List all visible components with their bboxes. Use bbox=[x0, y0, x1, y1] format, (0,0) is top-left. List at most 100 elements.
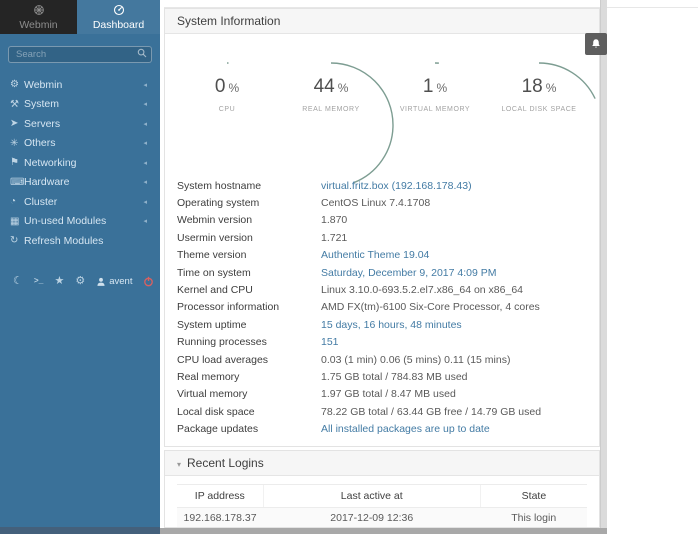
gauge-value: 1% bbox=[422, 76, 448, 97]
submenu-arrow-icon: ◂ bbox=[143, 198, 147, 206]
info-value: 1.870 bbox=[321, 214, 348, 227]
info-label: Operating system bbox=[177, 197, 260, 210]
webmin-logo-icon bbox=[33, 4, 45, 17]
terminal-icon[interactable]: >_ bbox=[33, 276, 44, 286]
search-input[interactable] bbox=[8, 46, 152, 63]
gear-icon: ⚙ bbox=[10, 79, 19, 91]
info-value[interactable]: virtual.fritz.box (192.168.178.43) bbox=[321, 179, 472, 192]
night-mode-icon[interactable]: ☾ bbox=[13, 275, 23, 287]
bottom-edge bbox=[160, 528, 607, 534]
gauge-label: CPU bbox=[218, 106, 236, 113]
notifications-button[interactable] bbox=[585, 33, 607, 55]
table-header-row: IP address Last active at State bbox=[177, 484, 587, 508]
column-ip-address: IP address bbox=[177, 484, 264, 508]
logout-icon[interactable] bbox=[143, 276, 154, 287]
search-icon bbox=[137, 48, 147, 58]
sidebar-search bbox=[8, 44, 152, 63]
table-row: 192.168.178.37 2017-12-09 12:36 This log… bbox=[177, 507, 587, 527]
info-value[interactable]: 151 bbox=[321, 336, 339, 349]
refresh-icon: ↻ bbox=[10, 235, 19, 247]
submenu-arrow-icon: ◂ bbox=[143, 140, 147, 148]
sidebar-item-networking[interactable]: ⚑ Networking ◂ bbox=[10, 156, 147, 169]
login-ip: 192.168.178.37 bbox=[177, 507, 264, 527]
table-row: Real memory 1.75 GB total / 784.83 MB use… bbox=[177, 368, 585, 385]
recent-logins-header[interactable]: ▾ Recent Logins bbox=[165, 451, 599, 476]
info-value[interactable]: 15 days, 16 hours, 48 minutes bbox=[321, 318, 462, 331]
info-label: System hostname bbox=[177, 179, 262, 192]
tab-webmin[interactable]: Webmin bbox=[0, 0, 77, 34]
info-value: 78.22 GB total / 63.44 GB free / 14.79 G… bbox=[321, 405, 542, 418]
sidebar-item-cluster[interactable]: ◔ Cluster ◂ bbox=[10, 195, 147, 208]
submenu-arrow-icon: ◂ bbox=[143, 120, 147, 128]
sidebar-item-others[interactable]: ✳ Others ◂ bbox=[10, 137, 147, 150]
gauge-icon bbox=[113, 4, 125, 17]
table-row: System hostname virtual.fritz.box (192.16… bbox=[177, 177, 585, 194]
sidebar-item-system[interactable]: ⚒ System ◂ bbox=[10, 98, 147, 111]
sidebar-item-hardware[interactable]: ⌨ Hardware ◂ bbox=[10, 176, 147, 189]
info-value: 1.97 GB total / 8.47 MB used bbox=[321, 388, 456, 401]
info-label: Time on system bbox=[177, 266, 251, 279]
settings-icon[interactable]: ⚙ bbox=[75, 275, 86, 287]
table-row: Virtual memory 1.97 GB total / 8.47 MB us… bbox=[177, 386, 585, 403]
info-label: Running processes bbox=[177, 336, 267, 349]
recent-logins-table: IP address Last active at State 192.168.… bbox=[177, 484, 587, 527]
sidebar-item-servers[interactable]: ➤ Servers ◂ bbox=[10, 117, 147, 130]
table-row: Operating system CentOS Linux 7.4.1708 bbox=[177, 194, 585, 211]
login-state-link[interactable]: This login bbox=[480, 507, 587, 527]
table-row: Usermin version 1.721 bbox=[177, 229, 585, 246]
panel-title: Recent Logins bbox=[187, 456, 264, 470]
gauge-label: LOCAL DISK SPACE bbox=[501, 106, 577, 113]
tools-icon: ⚒ bbox=[10, 98, 19, 110]
gauge-value: 18% bbox=[521, 76, 557, 97]
collapse-arrow-icon: ▾ bbox=[177, 460, 182, 469]
table-row: Processor information AMD FX(tm)-6100 Six… bbox=[177, 299, 585, 316]
info-label: Usermin version bbox=[177, 231, 253, 244]
info-value: Linux 3.10.0-693.5.2.el7.x86_64 on x86_6… bbox=[321, 284, 523, 297]
unused-modules-icon: ▦ bbox=[10, 215, 20, 227]
favorites-icon[interactable]: ★ bbox=[54, 275, 65, 287]
sidebar: Webmin Dashboard ⚙ Webmin ◂ ⚒ System ◂ ➤… bbox=[0, 0, 160, 527]
column-last-active: Last active at bbox=[262, 484, 481, 508]
sidebar-menu: ⚙ Webmin ◂ ⚒ System ◂ ➤ Servers ◂ ✳ Othe… bbox=[0, 75, 160, 251]
info-label: Local disk space bbox=[177, 405, 255, 418]
top-divider bbox=[164, 7, 698, 8]
sidebar-item-webmin[interactable]: ⚙ Webmin ◂ bbox=[10, 78, 147, 91]
cluster-icon: ◔ bbox=[10, 196, 17, 208]
system-information-header[interactable]: System Information bbox=[165, 9, 599, 34]
submenu-arrow-icon: ◂ bbox=[143, 218, 147, 226]
sidebar-bottom-edge bbox=[0, 527, 160, 534]
info-value: 0.03 (1 min) 0.06 (5 mins) 0.11 (15 mins… bbox=[321, 353, 511, 366]
sidebar-item-refresh-modules[interactable]: ↻ Refresh Modules bbox=[10, 234, 104, 247]
gauge-label: VIRTUAL MEMORY bbox=[399, 106, 471, 113]
table-row: Running processes 151 bbox=[177, 334, 585, 351]
table-row: Time on system Saturday, December 9, 2017… bbox=[177, 264, 585, 281]
tab-dashboard[interactable]: Dashboard bbox=[77, 0, 160, 34]
tab-dashboard-label: Dashboard bbox=[92, 18, 145, 31]
info-value: CentOS Linux 7.4.1708 bbox=[321, 197, 431, 210]
gauge-value: 0% bbox=[214, 76, 240, 97]
user-menu[interactable]: avent bbox=[96, 276, 132, 287]
info-value[interactable]: All installed packages are up to date bbox=[321, 423, 490, 436]
info-value: 1.721 bbox=[321, 231, 348, 244]
main-content: System Information 0% CPU 44% REAL MEMOR… bbox=[160, 0, 700, 534]
tab-webmin-label: Webmin bbox=[19, 18, 58, 31]
column-state: State bbox=[479, 484, 587, 508]
info-label: Theme version bbox=[177, 249, 247, 262]
submenu-arrow-icon: ◂ bbox=[143, 101, 147, 109]
info-label: Kernel and CPU bbox=[177, 284, 253, 297]
info-label: Webmin version bbox=[177, 214, 253, 227]
submenu-arrow-icon: ◂ bbox=[143, 81, 147, 89]
info-label: Real memory bbox=[177, 370, 240, 383]
recent-logins-panel: ▾ Recent Logins IP address Last active at… bbox=[164, 450, 600, 528]
username: avent bbox=[109, 276, 133, 287]
scrollbar[interactable] bbox=[600, 0, 607, 528]
table-row: Kernel and CPU Linux 3.10.0-693.5.2.el7.x… bbox=[177, 281, 585, 298]
info-label: CPU load averages bbox=[177, 353, 269, 366]
table-row: Local disk space 78.22 GB total / 63.44 G… bbox=[177, 403, 585, 420]
info-value[interactable]: Saturday, December 9, 2017 4:09 PM bbox=[321, 266, 497, 279]
info-value[interactable]: Authentic Theme 19.04 bbox=[321, 249, 430, 262]
info-label: System uptime bbox=[177, 318, 247, 331]
sidebar-item-unused-modules[interactable]: ▦ Un-used Modules ◂ bbox=[10, 215, 147, 228]
sidebar-footer: ☾ >_ ★ ⚙ avent bbox=[0, 273, 160, 291]
hardware-icon: ⌨ bbox=[10, 176, 25, 188]
